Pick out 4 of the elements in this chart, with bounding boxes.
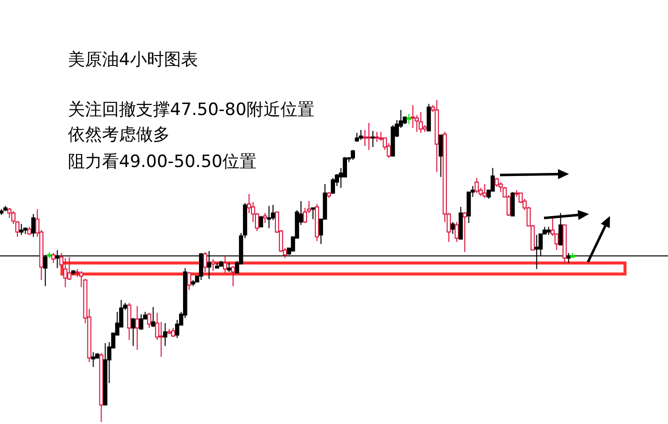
annotation: 依然考虑做多: [68, 125, 170, 145]
annotation: 关注回撤支撑47.50-80附近位置: [68, 100, 314, 120]
chart-title: 美原油4小时图表: [68, 50, 198, 70]
annotation: 阻力看49.00-50.50位置: [68, 152, 256, 172]
